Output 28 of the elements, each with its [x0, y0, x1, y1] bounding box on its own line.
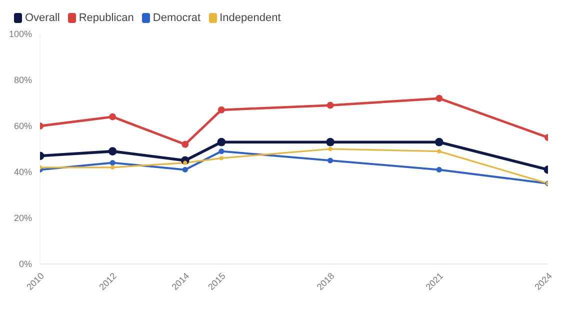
point	[436, 166, 442, 172]
point	[219, 156, 224, 160]
point	[110, 160, 116, 166]
point	[217, 138, 226, 146]
point	[218, 106, 225, 114]
legend-label: Democrat	[152, 12, 201, 24]
y-tick-label: 0%	[18, 259, 32, 270]
point	[218, 148, 224, 154]
point	[327, 158, 334, 164]
point	[182, 140, 189, 148]
y-tick-label: 60%	[14, 121, 32, 132]
y-tick-label: 100%	[8, 29, 32, 40]
point	[328, 146, 332, 152]
point	[110, 165, 115, 170]
point	[326, 102, 334, 109]
legend-label: Independent	[220, 12, 281, 24]
legend-label: Overall	[25, 12, 60, 24]
point	[109, 113, 116, 120]
point	[437, 149, 442, 154]
point	[436, 94, 443, 102]
point	[434, 138, 444, 146]
point	[182, 166, 188, 172]
legend-label: Republican	[78, 12, 134, 24]
y-tick-label: 40%	[14, 167, 32, 178]
y-tick-label: 20%	[14, 213, 32, 224]
y-tick-label: 80%	[14, 75, 32, 86]
point	[326, 138, 334, 146]
point	[108, 147, 117, 156]
